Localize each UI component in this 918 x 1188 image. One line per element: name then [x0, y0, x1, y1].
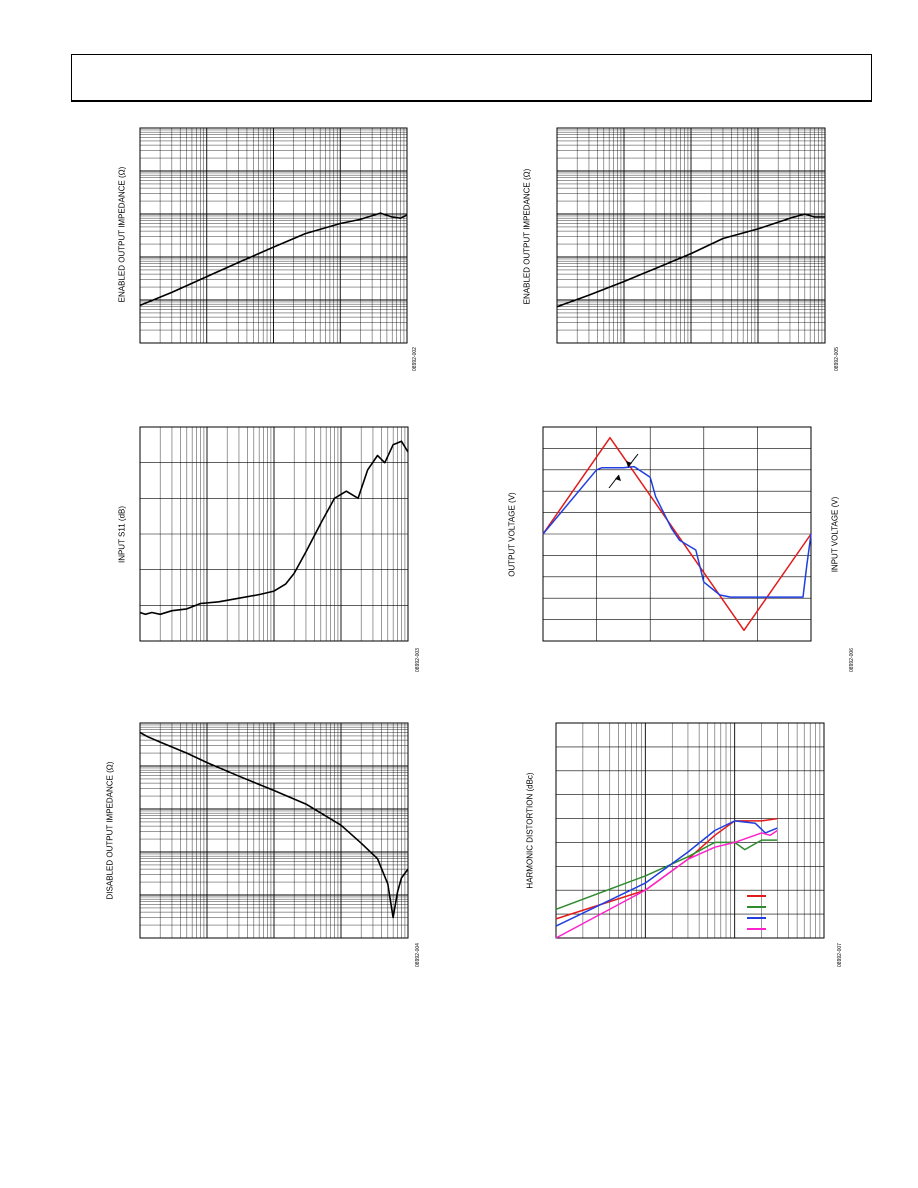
series-line-p6-2 [555, 820, 778, 927]
figure-id-p1: 08992-002 [412, 347, 418, 371]
annotation-arrowhead-lower [615, 475, 621, 481]
plot-frame-p2 [556, 127, 826, 344]
figure-id-p2: 08992-005 [834, 347, 840, 371]
plot-frame-p6 [555, 722, 825, 939]
grid-p1 [140, 128, 407, 343]
grid-p6 [556, 723, 824, 938]
plot-frame-p4 [542, 426, 812, 642]
series-line-p6-0 [555, 817, 778, 920]
grid-p2 [557, 128, 825, 343]
plot-frame-p5 [139, 722, 409, 939]
figure-id-p5: 08992-004 [415, 943, 421, 967]
grid-p3 [140, 427, 408, 641]
y-axis-label-p4: OUTPUT VOLTAGE (V) [507, 492, 517, 577]
y-axis-label-p2: ENABLED OUTPUT IMPEDANCE (Ω) [522, 168, 532, 305]
figure-id-p6: 08992-007 [837, 943, 843, 967]
series-line-p4-0 [542, 436, 812, 632]
figure-id-p4: 08992-006 [849, 648, 855, 672]
series-line-p2-0 [556, 213, 825, 308]
series-line-p1-0 [139, 212, 408, 307]
y-axis-label-p1: ENABLED OUTPUT IMPEDANCE (Ω) [117, 166, 127, 303]
series-line-p5-0 [139, 731, 409, 919]
plot-frame-p1 [139, 127, 408, 344]
y-axis-label-p6: HARMONIC DISTORTION (dBc) [525, 772, 535, 889]
annotation-arrow-lower [608, 474, 620, 489]
figure-id-p3: 08992-003 [415, 648, 421, 672]
series-line-p4-1 [542, 465, 812, 598]
y-axis-label-p3: INPUT S11 (dB) [117, 505, 127, 564]
grid-p5 [140, 723, 408, 938]
annotation-arrow-upper [627, 453, 639, 468]
series-line-p6-1 [555, 839, 778, 911]
y-axis-label-p5: DISABLED OUTPUT IMPEDANCE (Ω) [105, 761, 115, 900]
series-line-p3-0 [139, 440, 409, 616]
plot-frame-p3 [139, 426, 409, 642]
y-axis-label-right-p4: INPUT VOLTAGE (V) [830, 496, 840, 573]
series-line-p6-3 [555, 829, 778, 939]
annotation-arrowhead-upper [626, 461, 632, 467]
page-header-box [71, 54, 872, 102]
grid-p4 [543, 427, 811, 641]
